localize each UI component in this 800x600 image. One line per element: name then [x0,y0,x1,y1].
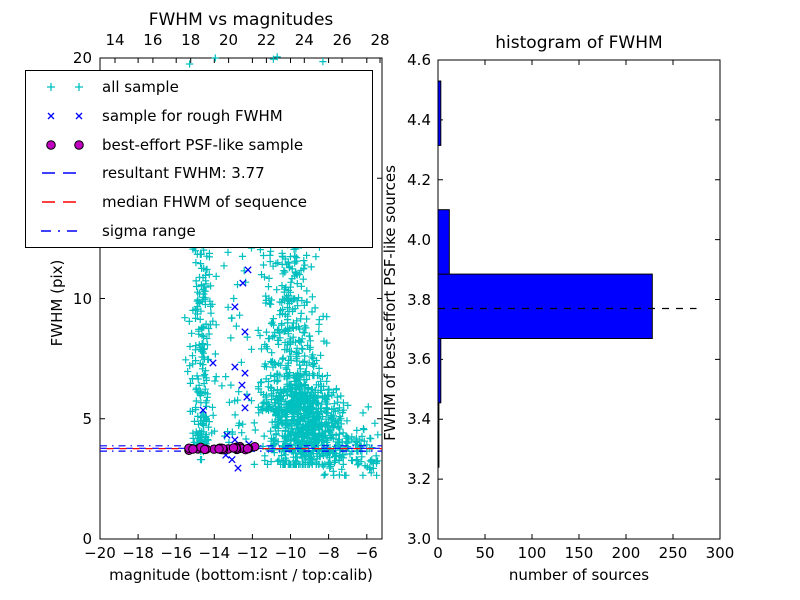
psf-like-circle-marker [242,444,253,454]
legend-label: best-effort PSF-like sample [102,135,304,154]
left-plot-x-tick-label: −6 [355,544,378,562]
histogram-bars [437,80,653,468]
left-plot-ylabel: FWHM (pix) [48,259,66,347]
legend-item-all-sample: all sample [26,76,372,98]
right-plot-y-tick-label: 3.6 [407,350,431,369]
right-plot-x-tick-label: 150 [564,544,594,562]
right-plot-y-tick-label: 3.0 [407,530,431,548]
legend-label: sigma range [102,221,196,240]
left-plot-x-tick-label: −8 [317,544,340,562]
left-plot-x-tick-label: −20 [84,544,116,562]
left-plot-y-tick-label: 5 [82,409,92,428]
left-plot-x-tick-label: −16 [160,544,193,562]
histogram-bar [437,209,450,275]
left-plot-xlabel: magnitude (bottom:isnt / top:calib) [109,566,373,584]
red-dashed-line-icon [42,201,80,203]
legend-item-resultant-fwhm: resultant FWHM: 3.77 [26,162,372,184]
right-plot-x-tick-label: 200 [611,544,641,562]
left-plot-y-tick-label: 0 [82,530,92,548]
right-plot-x-tick-label: 50 [475,544,495,562]
right-plot-xlabel: number of sources [508,566,650,584]
right-plot-y-tick-label: 3.8 [407,290,431,309]
left-plot-top-tick-label: 26 [332,31,352,49]
cyan-plus-marker-icon [47,83,83,92]
blue-dashdot-line-icon [41,229,81,232]
left-plot-title: FWHM vs magnitudes [148,10,334,30]
legend-item-sigma-range: sigma range [26,220,372,242]
left-plot-x-tick-label: −10 [274,544,307,562]
left-plot-top-tick-label: 18 [181,31,201,49]
left-plot-top-tick-label: 14 [105,31,125,49]
legend-label: median FHWM of sequence [102,192,307,211]
histogram-bar [437,273,653,340]
right-plot-x-tick-label: 250 [658,544,688,562]
legend-label: resultant FWHM: 3.77 [102,164,265,183]
right-plot-y-tick-label: 4.0 [407,230,431,249]
legend-label: all sample [102,78,179,97]
legend-item-rough-fwhm: sample for rough FWHM [26,105,372,127]
histogram-bar [437,402,440,468]
psf-like-circle-marker [214,444,224,454]
left-plot-top-tick-label: 24 [294,31,314,49]
right-plot-y-tick-label: 4.4 [407,110,431,129]
psf-like-sample-points [184,441,260,455]
legend: all sample sample for rough FWHM best-ef… [25,70,373,248]
left-plot-top-tick-label: 22 [256,31,276,49]
right-plot-ylabel: FWHM of best-effort PSF-like sources [381,165,399,441]
left-plot-top-tick-label: 20 [219,31,239,49]
histogram-bar [437,337,442,404]
left-plot-x-tick-label: −14 [198,544,231,562]
right-plot-x-tick-label: 100 [517,544,547,562]
right-plot-y-tick-label: 3.4 [407,410,431,429]
right-plot-y-tick-label: 4.2 [407,170,431,189]
right-plot-y-tick-label: 4.6 [407,51,431,69]
left-plot-x-tick-label: −12 [236,544,269,562]
left-plot-top-tick-label: 28 [370,31,390,49]
right-plot-title: histogram of FWHM [495,33,663,53]
blue-cross-marker-icon [47,112,83,120]
psf-like-circle-marker [228,443,239,453]
left-plot-x-tick-label: −18 [122,544,154,562]
magenta-circle-marker-icon [46,139,84,150]
blue-dashed-line-icon [42,172,80,175]
legend-item-median-fhwm: median FHWM of sequence [26,191,372,213]
right-plot-x-tick-label: 0 [433,544,443,562]
legend-item-psf-sample: best-effort PSF-like sample [26,134,372,156]
histogram-bar [437,80,442,146]
right-plot-y-tick-label: 3.2 [407,470,431,489]
legend-label: sample for rough FWHM [102,106,283,125]
right-plot-x-tick-label: 300 [705,544,735,562]
psf-like-circle-marker [200,444,210,455]
left-plot-y-tick-label: 20 [72,49,92,67]
left-plot-y-tick-label: 10 [72,289,92,308]
left-plot-top-tick-label: 16 [143,31,163,49]
psf-like-circle-marker [188,444,198,454]
